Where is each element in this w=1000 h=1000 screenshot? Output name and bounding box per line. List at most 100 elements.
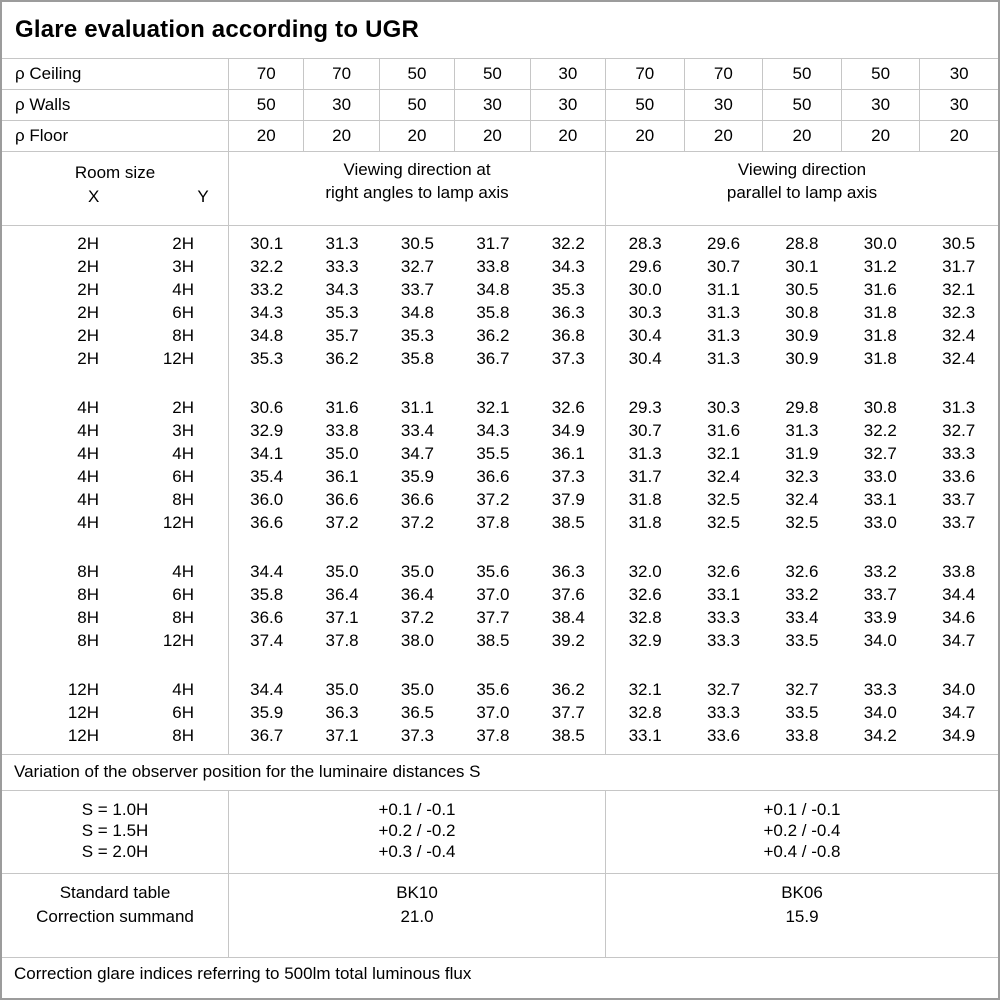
ugr-value-parallel: 32.5 <box>706 490 741 509</box>
room-size-y: 6H <box>172 303 194 322</box>
room-size-x: 4H <box>77 444 99 463</box>
ugr-value-right-angle: 34.1 <box>250 444 284 463</box>
ugr-value-parallel: 32.7 <box>863 444 897 463</box>
ugr-value-parallel: 32.4 <box>785 490 819 509</box>
row-spacer <box>200 511 229 534</box>
reflectance-value: 20 <box>304 121 380 151</box>
ugr-table-row: 2H 4H 33.2 34.3 33.7 34.8 35.3 30.0 31.1 30.5 31.6… <box>2 278 998 301</box>
room-size-x: 8H <box>77 631 99 650</box>
ugr-value-parallel: 31.8 <box>628 513 662 532</box>
ugr-value-right-angle: 35.7 <box>325 326 359 345</box>
reflectance-row: ρ Floor 20 20 20 20 20 20 20 20 20 20 <box>2 121 998 152</box>
ugr-value-parallel: 30.0 <box>628 280 662 299</box>
ugr-value-right-angle: 30.1 <box>250 234 284 253</box>
parallel-group-header: Viewing direction parallel to lamp axis <box>606 152 998 225</box>
ugr-value-right-angle: 34.8 <box>476 280 510 299</box>
ugr-value-parallel: 32.0 <box>628 562 662 581</box>
ugr-value-right-angle: 34.7 <box>400 444 435 463</box>
ugr-value-right-angle: 34.4 <box>250 562 284 581</box>
row-spacer <box>200 629 229 652</box>
ugr-value-right-angle: 35.0 <box>325 562 359 581</box>
ugr-value-right-angle: 37.0 <box>476 703 510 722</box>
ugr-value-right-angle: 36.1 <box>551 444 585 463</box>
s-label-3: S = 2.0H <box>81 842 149 861</box>
ugr-value-parallel: 34.2 <box>863 726 897 745</box>
ugr-value-parallel: 30.1 <box>785 257 819 276</box>
reflectance-value: 50 <box>842 59 921 89</box>
s-distance-labels: S = 1.0H S = 1.5H S = 2.0H <box>2 791 229 873</box>
ugr-value-parallel: 33.2 <box>863 562 897 581</box>
room-size-x: 12H <box>67 726 99 745</box>
ugr-value-parallel: 28.3 <box>628 234 662 253</box>
ugr-value-parallel: 30.4 <box>628 349 662 368</box>
ugr-value-right-angle: 35.9 <box>400 467 435 486</box>
ugr-value-right-angle: 33.2 <box>250 280 284 299</box>
summary-right-angle: BK10 21.0 <box>229 874 606 957</box>
room-size-x: 8H <box>77 562 99 581</box>
correction-summand-right-angle: 21.0 <box>400 907 434 926</box>
room-size-x: 4H <box>77 513 99 532</box>
ugr-value-right-angle: 38.5 <box>551 726 585 745</box>
ugr-value-parallel: 32.1 <box>942 280 976 299</box>
row-spacer <box>200 701 229 724</box>
ugr-table-row: 12H 8H 36.7 37.1 37.3 37.8 38.5 33.1 33.6 33.8 34.… <box>2 724 998 747</box>
room-size-y: 6H <box>172 467 194 486</box>
room-size-x: 2H <box>77 280 99 299</box>
ugr-value-right-angle: 36.3 <box>325 703 359 722</box>
ugr-value-right-angle: 36.3 <box>551 303 585 322</box>
room-size-x: 2H <box>77 257 99 276</box>
ugr-value-parallel: 31.6 <box>863 280 897 299</box>
ugr-table-row: 2H 12H 35.3 36.2 35.8 36.7 37.3 30.4 31.3 30.9 31.… <box>2 347 998 370</box>
ugr-value-right-angle: 38.5 <box>476 631 510 650</box>
ugr-value-right-angle: 37.1 <box>325 608 359 627</box>
ugr-value-right-angle: 37.4 <box>250 631 284 650</box>
ugr-value-right-angle: 36.6 <box>250 513 284 532</box>
ugr-table-row: 12H 6H 35.9 36.3 36.5 37.0 37.7 32.8 33.3 33.5 34.… <box>2 701 998 724</box>
row-spacer <box>200 678 229 701</box>
ugr-value-parallel: 34.0 <box>863 703 897 722</box>
room-size-x: 4H <box>77 490 99 509</box>
ugr-value-parallel: 33.7 <box>863 585 897 604</box>
ugr-value-parallel: 32.6 <box>706 562 741 581</box>
ugr-value-parallel: 34.7 <box>942 703 976 722</box>
ugr-table-row: 8H 8H 36.6 37.1 37.2 37.7 38.4 32.8 33.3 33.4 33.9… <box>2 606 998 629</box>
ugr-value-parallel: 30.5 <box>785 280 819 299</box>
ugr-value-right-angle: 38.4 <box>551 608 585 627</box>
ugr-value-right-angle: 35.0 <box>325 444 359 463</box>
room-size-y: 4H <box>172 444 194 463</box>
ugr-value-right-angle: 35.0 <box>325 680 359 699</box>
reflectance-value: 30 <box>949 64 969 83</box>
s-variation-parallel-3: +0.4 / -0.8 <box>763 842 841 861</box>
ugr-value-parallel: 32.8 <box>628 703 662 722</box>
ugr-value-right-angle: 32.9 <box>250 421 284 440</box>
ugr-table-row: 4H 8H 36.0 36.6 36.6 37.2 37.9 31.8 32.5 32.4 33.1… <box>2 488 998 511</box>
room-size-y: 3H <box>172 421 194 440</box>
ugr-value-right-angle: 37.3 <box>400 726 435 745</box>
reflectance-label: ρ Walls <box>2 90 229 120</box>
ugr-value-right-angle: 37.1 <box>325 726 359 745</box>
observer-variation-section: S = 1.0H S = 1.5H S = 2.0H +0.1 / -0.1 +… <box>2 791 998 874</box>
ugr-value-parallel: 33.6 <box>706 726 741 745</box>
row-spacer <box>200 347 229 370</box>
room-size-x: 12H <box>67 703 99 722</box>
reflectance-row: ρ Ceiling 70 70 50 50 30 70 70 50 50 30 <box>2 59 998 90</box>
room-size-y: 8H <box>172 326 194 345</box>
room-size-y: 12H <box>162 349 194 368</box>
ugr-data-section: 2H 2H 30.1 31.3 30.5 31.7 32.2 28.3 29.6 28.8 30.0… <box>2 226 998 755</box>
ugr-value-parallel: 29.6 <box>706 234 741 253</box>
ugr-value-right-angle: 35.9 <box>250 703 284 722</box>
reflectance-value: 70 <box>685 59 764 89</box>
ugr-value-right-angle: 38.5 <box>551 513 585 532</box>
ugr-value-parallel: 33.8 <box>785 726 819 745</box>
ugr-value-right-angle: 36.7 <box>476 349 510 368</box>
ugr-table-row: 4H 12H 36.6 37.2 37.2 37.8 38.5 31.8 32.5 32.5 33.… <box>2 511 998 534</box>
reflectance-value: 30 <box>531 59 607 89</box>
reflectance-value: 50 <box>380 90 456 120</box>
reflectance-group-right-angle: 50 30 50 30 30 <box>229 90 607 120</box>
standard-table-right-angle: BK10 <box>396 883 438 902</box>
ugr-value-right-angle: 36.0 <box>250 490 284 509</box>
reflectance-value: 20 <box>380 121 456 151</box>
vertical-divider-groups <box>605 226 606 754</box>
ugr-value-right-angle: 37.8 <box>476 726 510 745</box>
reflectance-value: 50 <box>455 59 531 89</box>
